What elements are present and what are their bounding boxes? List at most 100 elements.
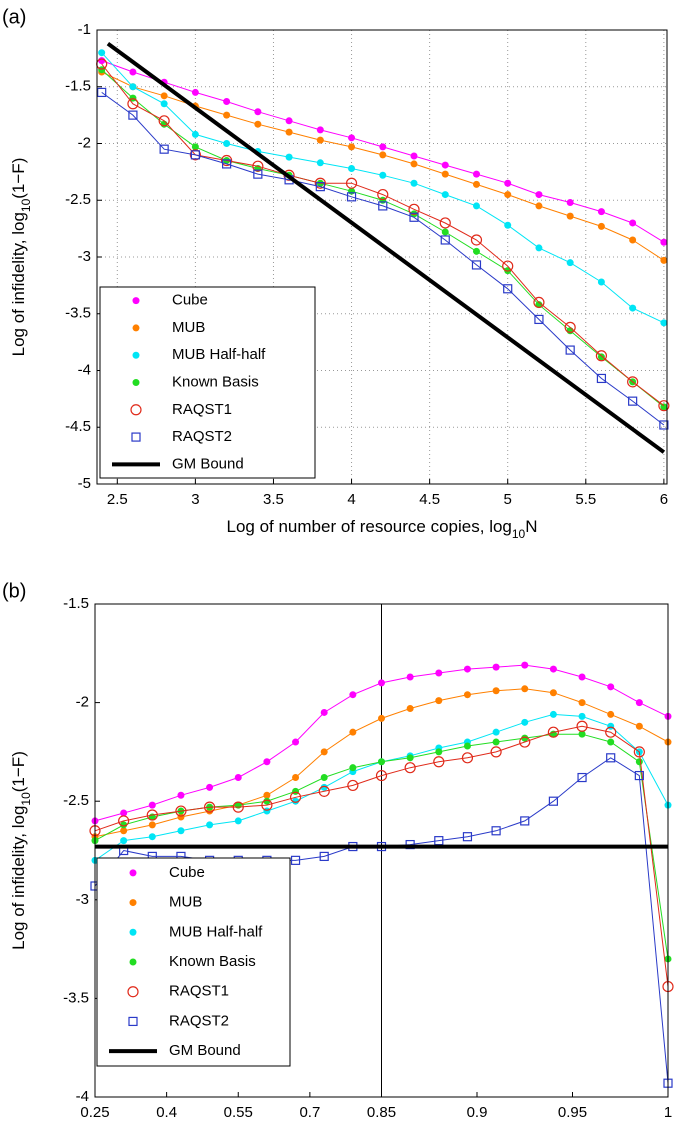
y-tick-label: -2: [76, 694, 89, 711]
marker: [129, 68, 137, 76]
legend-label: RAQST2: [169, 1012, 229, 1029]
marker: [470, 234, 483, 246]
marker: [349, 691, 357, 699]
marker: [441, 170, 449, 178]
axis-label-part: (1−F): [9, 751, 28, 792]
series-line: [94, 725, 669, 987]
marker: [520, 816, 530, 826]
marker: [290, 855, 301, 865]
marker: [177, 791, 185, 799]
y-tick-label: -1: [78, 21, 91, 38]
marker: [120, 837, 128, 845]
marker: [98, 66, 106, 74]
marker: [98, 49, 106, 57]
marker: [254, 108, 262, 116]
marker: [502, 260, 514, 272]
marker: [206, 783, 214, 791]
marker: [576, 720, 588, 732]
x-tick-label: 0.55: [224, 1104, 253, 1121]
panel-label: (a): [2, 6, 26, 28]
marker: [379, 143, 387, 151]
marker: [222, 159, 232, 169]
marker: [349, 764, 357, 772]
series: [106, 41, 666, 454]
marker: [439, 217, 451, 229]
marker: [285, 153, 293, 161]
y-tick-label: -2.5: [63, 792, 89, 809]
marker: [461, 752, 474, 764]
marker: [348, 143, 356, 151]
legend-label: MUB: [172, 319, 205, 336]
y-tick-label: -4: [76, 1088, 89, 1105]
marker: [577, 772, 587, 783]
marker: [348, 164, 356, 172]
marker: [578, 730, 586, 738]
x-tick-label: 6: [660, 491, 668, 508]
marker: [320, 783, 328, 791]
legend-swatch: [129, 928, 137, 936]
legend-swatch: [132, 379, 140, 386]
marker: [378, 758, 385, 766]
marker: [607, 738, 615, 746]
marker: [292, 797, 300, 805]
x-tick-label: 2.5: [107, 491, 128, 508]
marker: [319, 851, 329, 862]
axis-label-part: Log of number of resource copies, log: [226, 517, 511, 536]
series: [98, 68, 668, 264]
x-tick-label: 0.9: [467, 1104, 488, 1121]
marker: [318, 785, 330, 797]
marker: [535, 301, 543, 309]
marker: [607, 710, 615, 718]
marker: [605, 726, 617, 738]
marker: [148, 821, 156, 829]
marker: [535, 244, 543, 252]
marker: [223, 98, 231, 106]
x-tick-label: 1: [664, 1104, 672, 1121]
legend-swatch: [132, 351, 140, 359]
marker: [97, 87, 107, 98]
axis-label-part: Log of infidelity, log: [9, 212, 28, 356]
marker: [435, 697, 443, 705]
marker: [519, 736, 531, 748]
marker: [375, 769, 388, 782]
marker: [263, 807, 271, 815]
legend-label: GM Bound: [169, 1042, 241, 1059]
x-tick-label: 0.7: [299, 1104, 320, 1121]
marker: [463, 665, 471, 673]
marker: [98, 57, 106, 65]
marker: [263, 791, 271, 799]
marker: [504, 179, 512, 187]
legend-label: GM Bound: [172, 455, 244, 472]
marker: [158, 115, 170, 127]
marker: [521, 661, 529, 669]
marker: [378, 714, 385, 722]
marker: [377, 188, 389, 201]
marker: [629, 219, 637, 227]
marker: [471, 260, 482, 270]
y-tick-label: -1.5: [63, 595, 89, 612]
x-tick-label: 3: [191, 491, 199, 508]
marker: [660, 319, 668, 327]
marker: [504, 191, 512, 199]
marker: [472, 180, 480, 188]
y-tick-label: -2.5: [65, 191, 91, 208]
axis-label: Log of number of resource copies, log10N: [226, 517, 537, 541]
series: [97, 87, 669, 430]
marker: [607, 722, 615, 730]
marker: [472, 170, 480, 178]
marker: [633, 746, 645, 758]
marker: [566, 327, 574, 335]
marker: [595, 350, 608, 362]
y-tick-label: -1.5: [65, 78, 91, 95]
marker: [492, 728, 500, 736]
legend: Cube MUB MUB Half-half Known Basis RAQST1 RAQ…: [96, 857, 291, 1067]
marker: [597, 278, 605, 286]
marker: [379, 171, 387, 179]
marker: [263, 797, 271, 805]
marker: [120, 821, 128, 829]
marker: [191, 143, 199, 151]
marker: [346, 192, 357, 202]
legend: Cube MUB MUB Half-half Known Basis RAQST1 RAQ…: [99, 286, 316, 479]
marker: [535, 202, 543, 210]
marker: [406, 705, 414, 713]
